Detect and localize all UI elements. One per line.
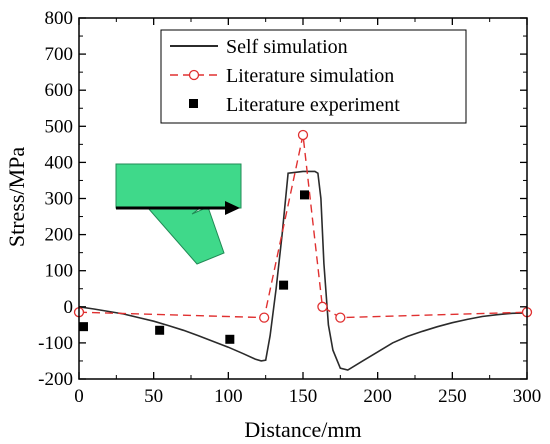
- inset-schematic: [115, 163, 242, 265]
- legend-marker-literature-experiment: [189, 99, 198, 108]
- x-tick-label: 200: [363, 386, 392, 407]
- plot-layer: [73, 129, 533, 371]
- x-tick-label: 250: [438, 386, 467, 407]
- y-tick-label: 400: [45, 152, 74, 173]
- inset-gusset: [146, 206, 225, 265]
- y-axis-title: Stress/MPa: [4, 147, 29, 247]
- y-tick-label: -200: [38, 369, 73, 390]
- y-tick-label: 800: [45, 8, 74, 29]
- legend-label-literature-simulation: Literature simulation: [226, 65, 394, 87]
- point-literature-experiment: [279, 280, 289, 290]
- y-tick-label: -100: [38, 333, 73, 354]
- x-tick-label: 300: [513, 386, 542, 407]
- axes-layer: 0 50 100 150 200 250 300 -200 -100 0 100 200 300 400 5…: [38, 8, 541, 407]
- legend-label-literature-experiment: Literature experiment: [226, 94, 400, 116]
- y-tick-label: 0: [64, 297, 74, 318]
- point-literature-simulation: [259, 312, 270, 323]
- y-tick-label: 700: [45, 44, 74, 65]
- point-literature-simulation: [297, 129, 309, 141]
- series-line-literature-simulation: [78, 134, 528, 319]
- y-tick-label: 600: [45, 80, 74, 101]
- y-tick-label: 500: [45, 116, 74, 137]
- legend-marker-literature-simulation: [188, 69, 200, 81]
- point-literature-simulation: [335, 312, 346, 323]
- point-literature-experiment: [225, 334, 235, 344]
- y-tick-label: 100: [45, 261, 74, 282]
- legend-label-self-simulation: Self simulation: [226, 36, 348, 58]
- legend: Self simulation Literature simulation Li…: [160, 29, 467, 124]
- x-tick-label: 0: [74, 386, 84, 407]
- y-tick-label: 200: [45, 225, 74, 246]
- x-tick-label: 100: [214, 386, 243, 407]
- x-axis-title: Distance/mm: [244, 417, 361, 442]
- series-line-self-simulation: [78, 170, 528, 371]
- point-literature-experiment: [155, 325, 165, 335]
- y-tick-label: 300: [45, 189, 74, 210]
- inset-plate: [115, 163, 242, 209]
- point-literature-simulation: [317, 301, 328, 312]
- x-tick-label: 50: [144, 386, 163, 407]
- inset-arrow-head: [225, 201, 240, 215]
- x-tick-label: 150: [289, 386, 318, 407]
- point-literature-experiment: [299, 190, 309, 200]
- point-literature-experiment: [78, 322, 88, 332]
